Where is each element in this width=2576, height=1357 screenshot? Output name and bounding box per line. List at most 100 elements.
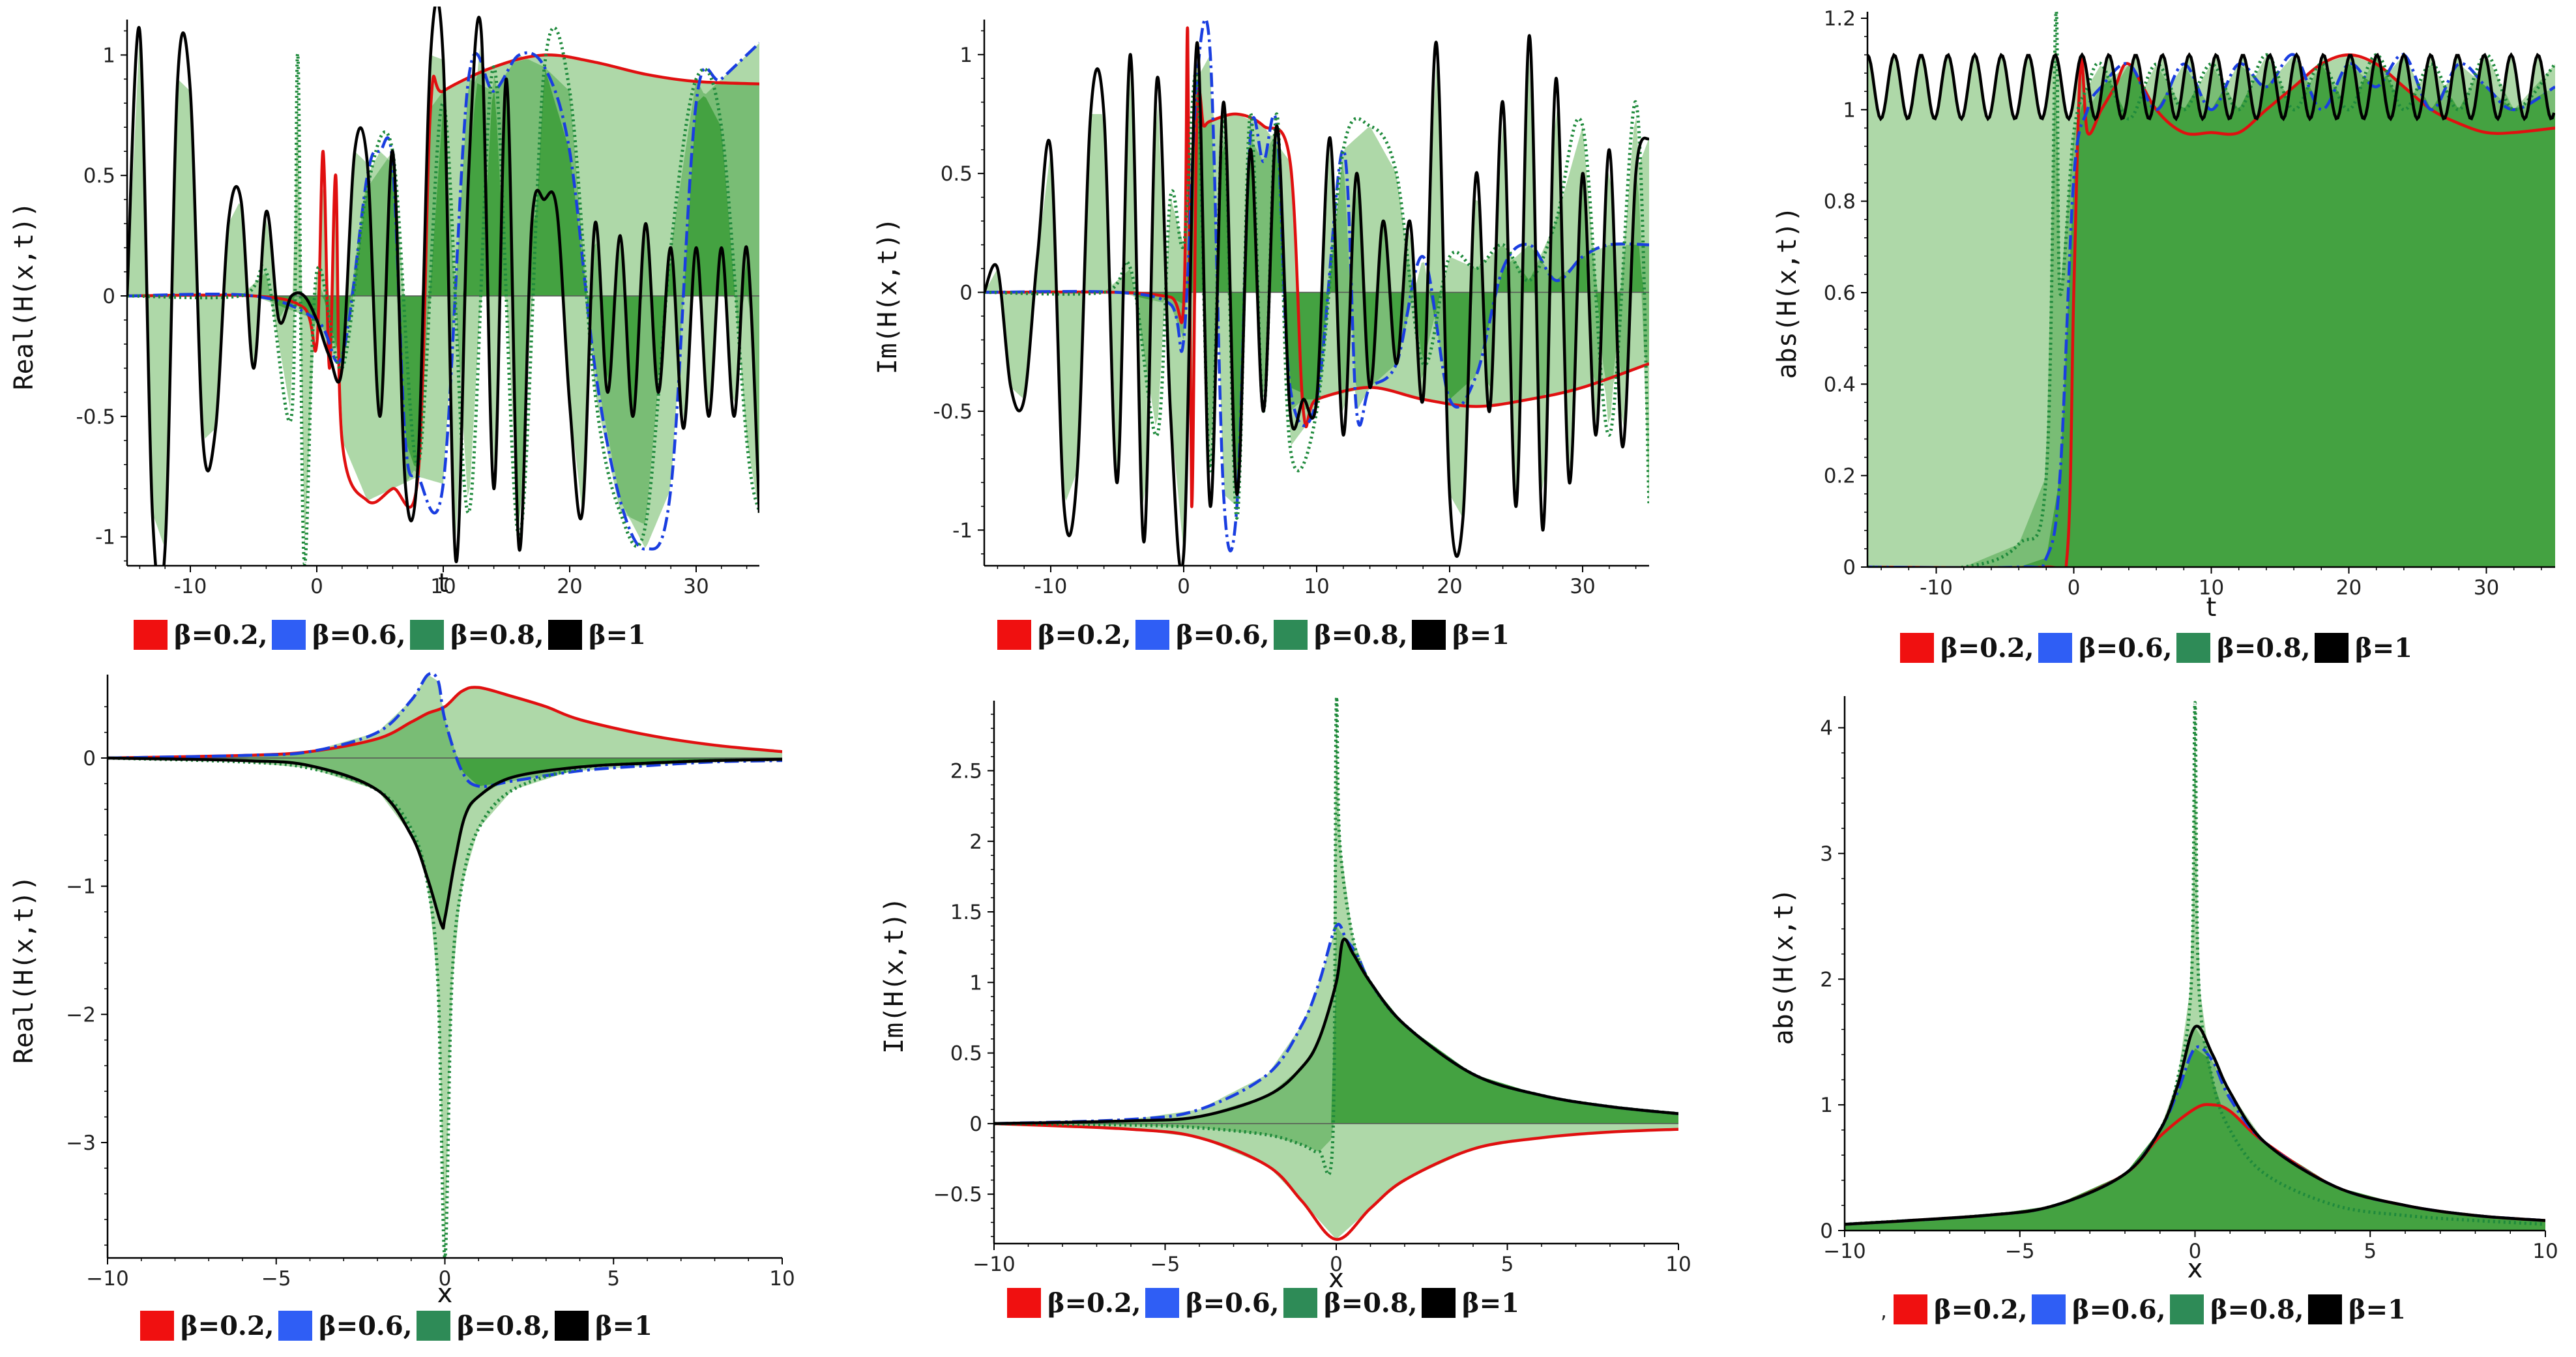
x-tick-label: −5 [1150,1253,1180,1276]
x-tick-label: 0 [310,575,323,598]
fill-region-mid [984,85,1649,493]
chart-panel-2: -1 -0.5 0 0.5 1 -10 0 10 20 30 Im(H(x,t)) β=0.2, β=0… [873,18,1649,650]
legend-swatch-3 [1283,1288,1317,1318]
series-line-1 [994,1122,1678,1241]
y-tick-label: 0 [1843,556,1856,579]
series-lines [1867,10,2555,567]
x-tick-label: 20 [2336,576,2362,600]
series-line-2 [108,671,782,789]
legend-swatch-2 [2032,1294,2066,1324]
fill-region-light [108,675,782,1258]
x-axis-label: x [2188,1254,2203,1284]
legend-label-3: β=0.8, [1324,1288,1418,1319]
y-tick-label: 2 [969,830,982,854]
legend-swatch-4 [1412,620,1446,650]
legend-label-1: β=0.2, [1038,620,1132,650]
series-line-1 [1867,53,2555,567]
series-line-2 [127,42,759,551]
fill-areas [984,53,1649,554]
legend-swatch-3 [2176,633,2210,663]
legend-swatch-4 [548,620,582,650]
x-tick-label: 20 [557,575,582,598]
x-tick-label: 10 [1304,575,1329,598]
series-line-3 [984,72,1649,520]
y-tick-label: 3 [1820,842,1833,866]
y-tick-label: -0.5 [933,400,973,424]
legend-swatch-3 [2170,1294,2204,1324]
chart-panel-1: -1 -0.5 0 0.5 1 -10 0 10 20 30 Real(H(x,t)) t β=0.2,… [9,7,759,650]
y-tick-label: 0 [969,1113,982,1136]
legend-swatch-4 [2308,1294,2342,1324]
series-lines [1845,701,2545,1226]
series-lines [127,7,759,566]
legend-swatch-2 [272,620,306,650]
legend-label-4: β=1 [2349,1294,2406,1325]
x-tick-label: 30 [683,575,709,598]
legend-label-3: β=0.8, [2210,1294,2304,1325]
series-line-4 [108,756,782,930]
y-tick-label: 1 [1820,1094,1833,1117]
x-axis-label: x [437,1279,453,1309]
y-tick-label: 1.2 [1824,7,1856,31]
x-tick-label: 5 [607,1267,620,1291]
y-tick-label: 0.5 [950,1042,982,1066]
legend-swatch-1 [1900,633,1934,663]
fill-region-dark [1867,63,2555,567]
x-tick-label: -10 [1920,576,1953,600]
fill-areas [1867,44,2555,567]
x-tick-label: 10 [2532,1240,2558,1263]
series-line-4 [994,937,1678,1126]
legend-label-4: β=1 [1462,1288,1519,1319]
x-tick-label: −10 [86,1267,128,1291]
legend-label-1: β=0.2, [1047,1288,1141,1319]
legend-swatch-1 [140,1311,174,1341]
legend-swatch-1 [134,620,168,650]
legend-label-1: β=0.2, [1940,633,2034,664]
x-tick-label: 20 [1437,575,1462,598]
y-tick-label: -1 [95,526,115,549]
x-tick-label: -10 [174,575,207,598]
y-tick-label: 0.2 [1824,465,1856,488]
series-line-4 [1845,1025,2545,1226]
series-line-2 [1867,53,2555,567]
legend-label-2: β=0.6, [2072,1294,2166,1325]
x-tick-label: 0 [2068,576,2081,600]
legend-swatch-1 [1007,1288,1041,1318]
y-axis-label: Im(H(x,t)) [879,897,909,1054]
y-tick-label: -0.5 [76,405,116,429]
legend-label-3: β=0.8, [2217,633,2311,664]
x-tick-label: 0 [2189,1240,2202,1263]
x-tick-label: 10 [1665,1253,1691,1276]
x-axis-label: x [1328,1264,1344,1294]
legend-swatch-4 [2315,633,2349,663]
legend-label-3: β=0.8, [450,620,544,650]
x-tick-label: 10 [769,1267,795,1291]
y-tick-label: −0.5 [933,1183,982,1206]
y-tick-label: 1 [969,971,982,995]
y-tick-label: 0.6 [1824,282,1856,305]
x-tick-label: 5 [1501,1253,1514,1276]
legend-label-4: β=1 [1452,620,1510,650]
x-tick-label: 0 [1177,575,1190,598]
y-tick-label: 0 [959,282,973,305]
y-tick-label: 0.8 [1824,190,1856,214]
chart-panel-5: −0.500.511.522.5−10 −5 0 5 10Im(H(x,t))xβ=0.… [879,695,1691,1319]
series-line-1 [127,53,759,509]
legend-label-2: β=0.6, [312,620,406,650]
y-tick-label: -1 [952,519,973,542]
series-line-4 [984,34,1649,566]
series-lines [984,18,1649,566]
chart-panel-3: 00.20.40.60.811.2-10 0 10 20 30abs(H(x,t))tβ… [1772,7,2555,664]
x-tick-label: 30 [1570,575,1595,598]
legend-label-3: β=0.8, [1314,620,1408,650]
y-tick-label: 0.4 [1824,373,1856,396]
x-tick-label: −5 [2005,1240,2035,1263]
legend-label-3: β=0.8, [457,1311,551,1341]
x-tick-label: 0 [1330,1253,1343,1276]
fill-areas [1845,703,2545,1231]
x-tick-label: −10 [973,1253,1015,1276]
y-tick-label: −2 [66,1003,96,1027]
y-tick-label: −3 [66,1131,96,1155]
legend-swatch-2 [1145,1288,1179,1318]
